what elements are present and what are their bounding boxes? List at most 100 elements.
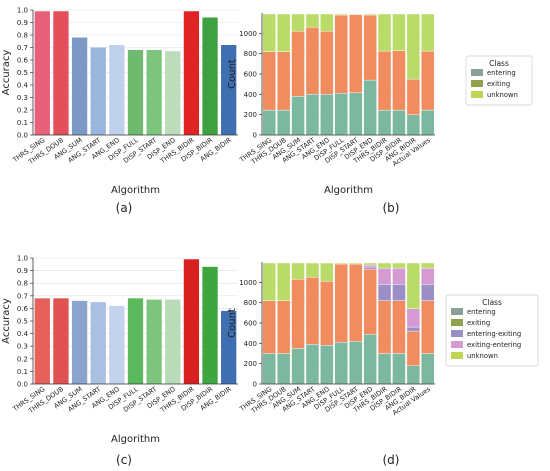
stack-segment-exiting: [406, 78, 421, 115]
stack-segment-entering: [320, 94, 334, 136]
stack-segment-entering: [363, 333, 377, 385]
y-tick-label: 400: [244, 340, 257, 348]
y-tick-label: 0.6: [17, 57, 29, 65]
stack-segment-entering: [276, 353, 291, 385]
x-axis-label: Algorithm: [324, 185, 373, 196]
stack-segment-exiting: [276, 300, 291, 354]
legend-swatch-exiting: [471, 80, 483, 87]
stack-segment-entering-exiting: [363, 266, 377, 270]
legend-swatch-entering-exiting: [451, 330, 463, 337]
stack-segment-unknown: [377, 262, 392, 269]
stack-segment-entering: [392, 353, 406, 385]
stack-segment-unknown: [392, 13, 406, 51]
legend-title: Class: [482, 298, 502, 307]
y-tick-label: 0.4: [17, 330, 29, 338]
stack-segment-entering-exiting: [392, 284, 406, 301]
legend-swatch-entering: [451, 308, 463, 315]
stack-segment-entering: [291, 348, 305, 385]
bar-ang-sum: [71, 37, 88, 135]
x-axis-label: Algorithm: [111, 185, 160, 196]
legend-swatch-unknown: [451, 352, 463, 359]
y-axis-label: Count: [227, 59, 238, 89]
bar-disp-end: [165, 51, 181, 135]
y-tick-label: 1.0: [17, 255, 28, 263]
stack-segment-entering: [334, 93, 348, 136]
stack-segment-exiting: [363, 268, 377, 335]
legend-swatch-entering: [471, 69, 483, 76]
stack-segment-entering: [363, 79, 377, 136]
stack-segment-entering: [406, 114, 421, 136]
stack-segment-unknown: [291, 13, 305, 32]
panel-label-c: (c): [116, 453, 132, 467]
y-tick-label: 0.4: [17, 82, 29, 90]
stack-segment-exiting-entering: [363, 264, 377, 268]
y-tick-label: 0.7: [17, 292, 28, 300]
stack-segment-exiting: [377, 50, 392, 111]
stack-segment-exiting: [377, 300, 392, 354]
legend-label-entering: entering: [467, 308, 496, 316]
stack-segment-exiting: [334, 14, 348, 94]
y-tick-label: 0.5: [17, 318, 28, 326]
stack-segment-unknown: [377, 13, 392, 52]
stack-segment-entering: [262, 109, 276, 136]
stack-segment-entering: [421, 109, 435, 136]
bar-disp-bidir: [202, 266, 218, 384]
y-tick-label: 0.5: [17, 69, 28, 77]
stack-segment-entering: [349, 341, 363, 385]
stack-segment-exiting-entering: [377, 267, 392, 285]
bar-ang-sum: [71, 300, 88, 384]
bar-thrs-bidir: [183, 259, 200, 384]
stack-segment-entering: [377, 353, 392, 385]
stack-segment-unknown: [334, 262, 348, 265]
stack-segment-exiting-entering: [421, 267, 435, 285]
legend-label-exiting: exiting: [487, 80, 510, 88]
y-tick-label: 0.6: [17, 305, 29, 313]
legend-label-entering-exiting: entering-exiting: [467, 330, 521, 338]
y-tick-label: 0.8: [17, 280, 28, 288]
stack-segment-unknown: [406, 262, 421, 309]
stack-segment-exiting-entering: [392, 267, 406, 285]
stack-segment-unknown: [262, 262, 276, 301]
y-axis-label: Count: [227, 308, 238, 338]
bar-ang-bidir: [221, 310, 237, 384]
y-tick-label: 0.0: [17, 381, 28, 389]
legend-title: Class: [489, 59, 509, 68]
stack-segment-entering-exiting: [377, 284, 392, 301]
stack-segment-entering: [421, 353, 435, 385]
stack-segment-entering: [377, 109, 392, 136]
y-tick-label: 1.0: [17, 7, 28, 15]
legend-label-exiting-entering: exiting-entering: [467, 341, 521, 349]
stack-segment-entering: [406, 365, 421, 385]
y-tick-label: 0: [253, 132, 257, 140]
panel-label-b: (b): [383, 201, 400, 215]
stack-segment-exiting: [291, 279, 305, 349]
bar-thrs-doub: [53, 298, 69, 384]
stack-segment-exiting: [262, 51, 276, 111]
stack-segment-entering: [320, 345, 334, 385]
stack-segment-exiting: [262, 300, 276, 354]
stack-segment-entering-exiting: [406, 326, 421, 332]
y-tick-label: 0.3: [17, 94, 28, 102]
stack-segment-unknown: [291, 262, 305, 280]
legend-label-entering: entering: [487, 69, 516, 77]
y-tick-label: 600: [244, 320, 257, 328]
stack-segment-unknown: [363, 262, 377, 266]
stack-segment-exiting: [392, 50, 406, 111]
bar-ang-bidir: [221, 45, 237, 135]
stack-segment-exiting: [320, 31, 334, 95]
stack-segment-unknown: [349, 13, 363, 15]
stack-segment-entering: [276, 109, 291, 136]
y-tick-label: 0.7: [17, 44, 28, 52]
y-tick-label: 0.2: [17, 107, 28, 115]
panel-label-d: (d): [383, 453, 400, 467]
y-axis-label: Accuracy: [1, 50, 12, 96]
bar-ang-start: [90, 47, 106, 135]
stack-segment-exiting: [320, 281, 334, 346]
x-axis-label: Algorithm: [111, 434, 160, 445]
bar-thrs-bidir: [183, 11, 200, 135]
y-tick-label: 0.2: [17, 355, 28, 363]
y-tick-label: 800: [244, 50, 257, 58]
stack-segment-entering: [262, 353, 276, 385]
y-tick-label: 200: [244, 360, 257, 368]
